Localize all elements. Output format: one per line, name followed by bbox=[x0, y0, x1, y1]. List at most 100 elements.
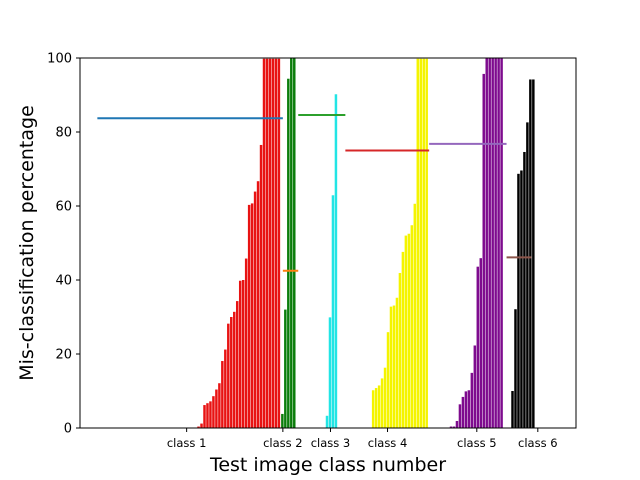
bar bbox=[514, 309, 517, 428]
bar bbox=[458, 404, 462, 428]
bar bbox=[233, 311, 236, 428]
bar bbox=[497, 58, 500, 428]
bar bbox=[287, 78, 290, 428]
bar bbox=[256, 181, 260, 428]
bar bbox=[203, 405, 206, 428]
bar bbox=[520, 170, 523, 429]
bar bbox=[452, 426, 456, 428]
bar bbox=[386, 332, 390, 428]
bar bbox=[230, 317, 233, 428]
bar bbox=[419, 58, 422, 429]
bar bbox=[383, 367, 387, 428]
bar bbox=[425, 58, 428, 429]
plot-frame bbox=[79, 57, 577, 429]
bar bbox=[238, 280, 242, 428]
bars-group bbox=[197, 58, 535, 429]
bar bbox=[277, 58, 281, 429]
bar bbox=[380, 378, 384, 428]
bar bbox=[247, 204, 251, 428]
bar bbox=[209, 401, 212, 428]
bar bbox=[206, 403, 209, 428]
bar bbox=[491, 58, 494, 428]
bar bbox=[274, 58, 278, 429]
bar bbox=[467, 390, 471, 428]
bar bbox=[200, 423, 203, 428]
y-axis-title: Mis-classification percentage bbox=[16, 105, 38, 381]
bar bbox=[494, 58, 497, 428]
bar bbox=[422, 58, 425, 429]
bar bbox=[221, 361, 224, 428]
bar bbox=[407, 233, 411, 428]
bar bbox=[398, 272, 402, 428]
bar bbox=[371, 390, 375, 428]
x-tick-label: class 2 bbox=[263, 436, 303, 450]
bar bbox=[488, 58, 491, 428]
bar bbox=[268, 58, 272, 429]
bar bbox=[517, 173, 520, 428]
bar bbox=[197, 426, 200, 428]
bar bbox=[293, 58, 296, 428]
bar bbox=[526, 122, 529, 428]
bar bbox=[259, 144, 263, 428]
bar bbox=[395, 297, 399, 428]
bar bbox=[284, 309, 287, 428]
bar bbox=[532, 79, 535, 429]
y-axis-ticks: 0 20 40 60 80 100 bbox=[47, 52, 80, 437]
y-tick-label: 100 bbox=[47, 52, 72, 67]
y-tick-label: 0 bbox=[64, 422, 72, 437]
bar bbox=[410, 225, 414, 428]
bar bbox=[413, 203, 417, 428]
bar bbox=[290, 58, 293, 428]
bar bbox=[253, 191, 257, 428]
bar bbox=[389, 306, 393, 428]
bar bbox=[334, 94, 338, 428]
bar bbox=[218, 383, 221, 428]
bar bbox=[461, 396, 465, 428]
bar bbox=[404, 235, 408, 428]
bar bbox=[529, 79, 532, 429]
bar bbox=[476, 266, 480, 428]
y-tick-label: 80 bbox=[55, 126, 72, 141]
bar bbox=[392, 305, 396, 428]
bar bbox=[262, 58, 266, 429]
bar bbox=[449, 426, 453, 428]
bar bbox=[241, 280, 245, 428]
bar bbox=[331, 195, 335, 428]
bar bbox=[473, 345, 477, 428]
bar bbox=[479, 258, 483, 428]
y-tick-label: 20 bbox=[55, 348, 72, 363]
bar bbox=[328, 317, 332, 428]
bar bbox=[485, 58, 488, 428]
bar bbox=[244, 258, 248, 428]
bar bbox=[265, 58, 269, 429]
bar bbox=[464, 391, 468, 428]
bar bbox=[281, 413, 284, 428]
y-tick-label: 40 bbox=[55, 274, 72, 289]
bar bbox=[401, 251, 405, 428]
bar bbox=[511, 391, 514, 428]
bar bbox=[227, 323, 230, 428]
x-tick-label: class 5 bbox=[457, 436, 497, 450]
bar bbox=[374, 388, 378, 428]
bar bbox=[212, 396, 215, 428]
bar bbox=[470, 372, 474, 428]
x-tick-label: class 1 bbox=[167, 436, 207, 450]
bar bbox=[416, 58, 420, 429]
bar bbox=[271, 58, 275, 429]
bar bbox=[500, 58, 503, 428]
x-tick-label: class 6 bbox=[518, 436, 558, 450]
bar bbox=[250, 203, 254, 428]
bar bbox=[215, 389, 218, 428]
bar bbox=[523, 151, 526, 429]
x-axis-title: Test image class number bbox=[209, 454, 446, 476]
bar bbox=[325, 415, 329, 428]
bar bbox=[224, 349, 227, 428]
x-axis-ticks: class 1 class 2 class 3 class 4 class 5 class… bbox=[167, 428, 558, 450]
bar bbox=[455, 420, 459, 428]
x-tick-label: class 3 bbox=[311, 436, 351, 450]
bar bbox=[377, 385, 381, 428]
y-tick-label: 60 bbox=[55, 200, 72, 215]
bar bbox=[235, 301, 239, 428]
